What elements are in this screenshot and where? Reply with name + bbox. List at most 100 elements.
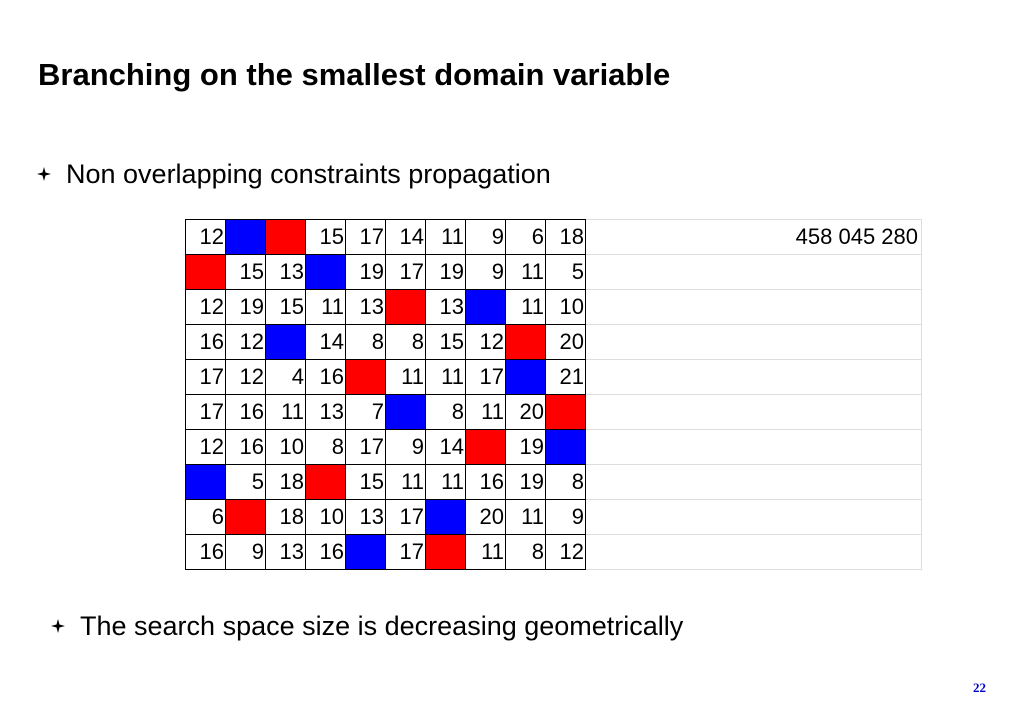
number-cell: 17 — [385, 499, 426, 535]
number-cell: 16 — [185, 534, 226, 570]
red-cell — [345, 359, 386, 395]
number-cell: 15 — [305, 219, 346, 255]
bullet-text: Non overlapping constraints propagation — [66, 159, 551, 189]
grid-row: 16 9 13 16 17 11 8 12 — [185, 534, 922, 570]
bullet-search-space: The search space size is decreasing geom… — [50, 608, 683, 644]
number-cell: 16 — [225, 394, 266, 430]
grid-row: 5 18 15 11 11 16 19 8 — [185, 464, 922, 500]
number-cell: 12 — [545, 534, 586, 570]
grid-row: 17 12 4 16 11 11 17 21 — [185, 359, 922, 395]
number-cell: 6 — [505, 219, 546, 255]
search-space-count — [585, 429, 922, 465]
number-cell: 5 — [545, 254, 586, 290]
grid-row: 6 18 10 13 17 20 11 9 — [185, 499, 922, 535]
number-cell: 20 — [465, 499, 506, 535]
number-cell: 10 — [545, 289, 586, 325]
number-cell: 16 — [305, 359, 346, 395]
number-cell: 13 — [345, 289, 386, 325]
number-cell: 20 — [505, 394, 546, 430]
grid-row: 16 12 14 8 8 15 12 20 — [185, 324, 922, 360]
number-cell: 8 — [345, 324, 386, 360]
bullet-text: The search space size is decreasing geom… — [80, 611, 684, 641]
grid-row: 12 15 17 14 11 9 6 18 458 045 280 — [185, 219, 922, 255]
number-cell: 8 — [425, 394, 466, 430]
blue-cell — [265, 324, 306, 360]
blue-cell — [185, 464, 226, 500]
red-cell — [185, 254, 226, 290]
red-cell — [305, 464, 346, 500]
number-cell: 8 — [505, 534, 546, 570]
number-cell: 15 — [265, 289, 306, 325]
red-cell — [505, 324, 546, 360]
blue-cell — [345, 534, 386, 570]
red-cell — [425, 534, 466, 570]
search-space-count — [585, 499, 922, 535]
number-cell: 17 — [185, 394, 226, 430]
number-cell: 19 — [425, 254, 466, 290]
number-cell: 11 — [465, 534, 506, 570]
search-space-count — [585, 324, 922, 360]
number-cell: 13 — [265, 254, 306, 290]
number-cell: 11 — [425, 464, 466, 500]
number-cell: 12 — [185, 429, 226, 465]
search-space-count — [585, 359, 922, 395]
number-cell: 15 — [225, 254, 266, 290]
blue-cell — [225, 219, 266, 255]
number-cell: 7 — [345, 394, 386, 430]
number-cell: 19 — [505, 429, 546, 465]
number-cell: 16 — [185, 324, 226, 360]
number-cell: 10 — [305, 499, 346, 535]
number-cell: 18 — [265, 464, 306, 500]
number-cell: 18 — [265, 499, 306, 535]
number-cell: 11 — [505, 289, 546, 325]
number-cell: 10 — [265, 429, 306, 465]
number-cell: 17 — [345, 219, 386, 255]
search-space-count — [585, 254, 922, 290]
number-cell: 19 — [505, 464, 546, 500]
number-cell: 14 — [425, 429, 466, 465]
number-cell: 14 — [385, 219, 426, 255]
page-number: 22 — [973, 680, 986, 695]
number-cell: 19 — [345, 254, 386, 290]
number-cell: 13 — [265, 534, 306, 570]
number-cell: 17 — [465, 359, 506, 395]
number-cell: 16 — [225, 429, 266, 465]
number-cell: 16 — [305, 534, 346, 570]
number-cell: 11 — [385, 464, 426, 500]
number-cell: 12 — [225, 324, 266, 360]
blue-cell — [505, 359, 546, 395]
number-cell: 11 — [425, 359, 466, 395]
number-cell: 11 — [385, 359, 426, 395]
blue-cell — [305, 254, 346, 290]
search-space-count — [585, 464, 922, 500]
blue-cell — [425, 499, 466, 535]
number-cell: 16 — [465, 464, 506, 500]
number-cell: 11 — [305, 289, 346, 325]
number-cell: 17 — [345, 429, 386, 465]
number-cell: 12 — [465, 324, 506, 360]
number-cell: 11 — [425, 219, 466, 255]
number-cell: 14 — [305, 324, 346, 360]
search-space-count — [585, 394, 922, 430]
blue-cell — [545, 429, 586, 465]
grid-row: 12 19 15 11 13 13 11 10 — [185, 289, 922, 325]
slide-title: Branching on the smallest domain variabl… — [38, 57, 671, 92]
number-cell: 15 — [345, 464, 386, 500]
red-cell — [385, 289, 426, 325]
number-cell: 8 — [545, 464, 586, 500]
red-cell — [225, 499, 266, 535]
number-cell: 9 — [545, 499, 586, 535]
number-cell: 11 — [505, 254, 546, 290]
diamond-bullet-icon — [37, 167, 51, 181]
number-cell: 13 — [305, 394, 346, 430]
number-cell: 17 — [385, 254, 426, 290]
number-cell: 19 — [225, 289, 266, 325]
number-cell: 13 — [345, 499, 386, 535]
diamond-bullet-icon — [51, 619, 65, 633]
number-cell: 11 — [465, 394, 506, 430]
number-cell: 12 — [185, 289, 226, 325]
bullet-non-overlapping: Non overlapping constraints propagation — [36, 156, 551, 192]
number-cell: 12 — [185, 219, 226, 255]
number-cell: 12 — [225, 359, 266, 395]
number-cell: 9 — [465, 254, 506, 290]
